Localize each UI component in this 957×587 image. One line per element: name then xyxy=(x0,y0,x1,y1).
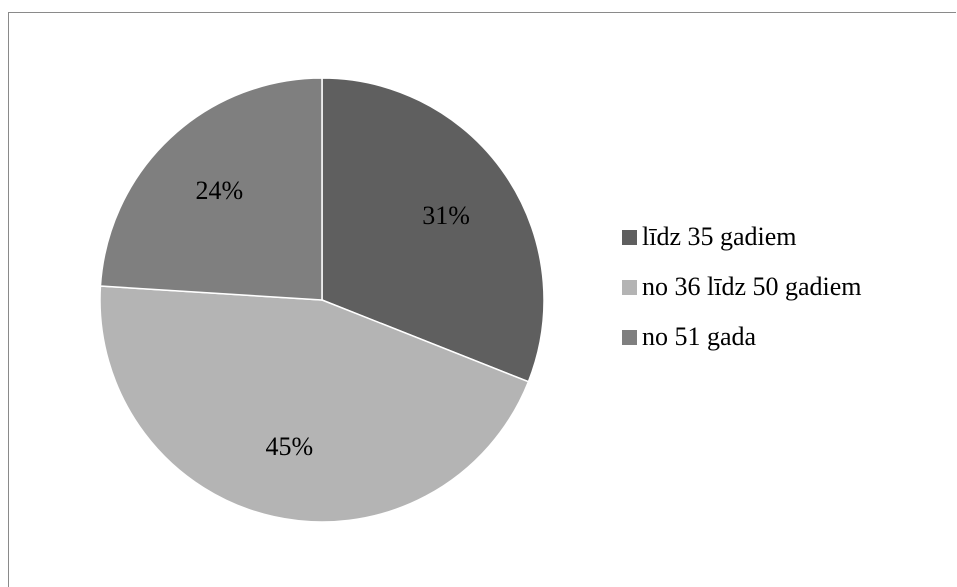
pie-slice-1 xyxy=(321,77,545,383)
pie-data-label-3: 24% xyxy=(195,176,243,205)
legend-item-2: no 36 līdz 50 gadiem xyxy=(622,262,862,312)
pie-slice-2 xyxy=(99,285,530,523)
legend-swatch xyxy=(622,229,637,245)
legend-label: no 51 gada xyxy=(642,322,757,351)
legend-label: no 36 līdz 50 gadiem xyxy=(642,272,862,301)
pie-data-labels: 31% 45% 24% xyxy=(195,176,469,461)
pie-data-label-2: 45% xyxy=(265,432,313,461)
legend-item-1: līdz 35 gadiem xyxy=(622,212,862,262)
pie-slice-3 xyxy=(99,77,323,301)
legend-label: līdz 35 gadiem xyxy=(642,222,797,251)
pie-slices xyxy=(99,77,545,523)
legend-swatch xyxy=(622,279,637,295)
legend: līdz 35 gadiem no 36 līdz 50 gadiem no 51 … xyxy=(622,212,862,362)
pie-data-label-1: 31% xyxy=(422,201,470,230)
legend-swatch xyxy=(622,329,637,345)
legend-item-3: no 51 gada xyxy=(622,312,862,362)
